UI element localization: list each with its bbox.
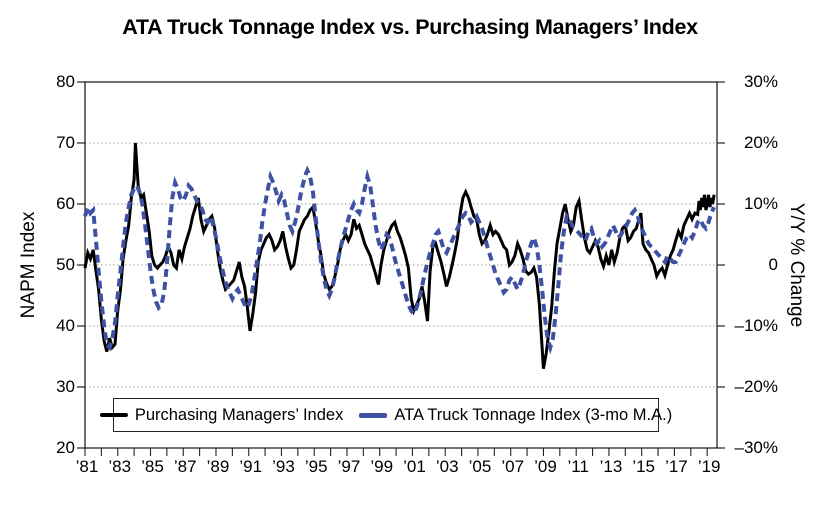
x-axis-tick-label: ’93 xyxy=(272,457,295,476)
x-axis-tick-label: ’87 xyxy=(173,457,197,476)
chart-title: ATA Truck Tonnage Index vs. Purchasing M… xyxy=(122,15,698,39)
right-axis-tick-label: –10% xyxy=(734,316,778,335)
right-axis-tick-label: –20% xyxy=(734,377,778,396)
right-axis-tick-label: 30% xyxy=(743,72,778,91)
x-axis-tick-label: ’11 xyxy=(567,457,589,476)
x-axis-tick-label: ’19 xyxy=(697,457,721,476)
x-axis-tick-label: ’81 xyxy=(75,457,99,476)
pmi-line-swatch-icon xyxy=(99,412,128,418)
right-axis-tick-label: 10% xyxy=(743,194,778,213)
series-line-pmi xyxy=(83,142,716,369)
x-axis-tick-label: ’09 xyxy=(534,457,557,476)
left-axis-tick-label: 60 xyxy=(56,194,75,213)
legend: Purchasing Managers’ Index ATA Truck Ton… xyxy=(99,398,672,432)
tonnage-line-swatch-icon xyxy=(359,412,388,418)
left-axis-tick-label: 70 xyxy=(56,133,75,152)
x-axis-tick-label: ’01 xyxy=(403,457,426,476)
left-axis-tick-label: 80 xyxy=(56,72,75,91)
x-axis-tick-label: ’99 xyxy=(370,457,394,476)
x-axis-tick-label: ’17 xyxy=(665,457,688,476)
left-axis-tick-label: 50 xyxy=(56,255,75,274)
x-axis-tick-label: ’95 xyxy=(304,457,328,476)
x-axis-tick-label: ’91 xyxy=(239,457,263,476)
x-axis-tick-label: ’85 xyxy=(141,457,164,476)
x-axis-tick-label: ’05 xyxy=(468,457,492,476)
right-axis-title: Y/Y % Change xyxy=(786,202,807,328)
legend-item-pmi: Purchasing Managers’ Index xyxy=(99,405,344,425)
x-axis-tick-label: ’83 xyxy=(108,457,132,476)
x-axis-tick-label: ’89 xyxy=(206,457,230,476)
x-axis-tick-label: ’03 xyxy=(435,457,459,476)
left-axis-tick-label: 30 xyxy=(56,377,75,396)
legend-label-tonnage: ATA Truck Tonnage Index (3-mo M.A.) xyxy=(394,405,673,424)
x-axis-tick-label: ’07 xyxy=(501,457,525,476)
right-axis-tick-label: 20% xyxy=(743,133,778,152)
left-axis-title: NAPM Index xyxy=(18,211,39,319)
right-axis-tick-label: –30% xyxy=(734,438,778,457)
left-axis-tick-label: 20 xyxy=(56,438,75,457)
left-axis-tick-label: 40 xyxy=(56,316,75,335)
x-axis-tick-label: ’15 xyxy=(632,457,656,476)
legend-label-pmi: Purchasing Managers’ Index xyxy=(134,405,344,424)
right-axis-tick-label: 0 xyxy=(768,255,778,274)
x-axis-tick-label: ’97 xyxy=(337,457,361,476)
x-axis-tick-label: ’13 xyxy=(599,457,623,476)
series-line-tonnage xyxy=(83,165,716,355)
legend-item-tonnage: ATA Truck Tonnage Index (3-mo M.A.) xyxy=(359,406,672,425)
